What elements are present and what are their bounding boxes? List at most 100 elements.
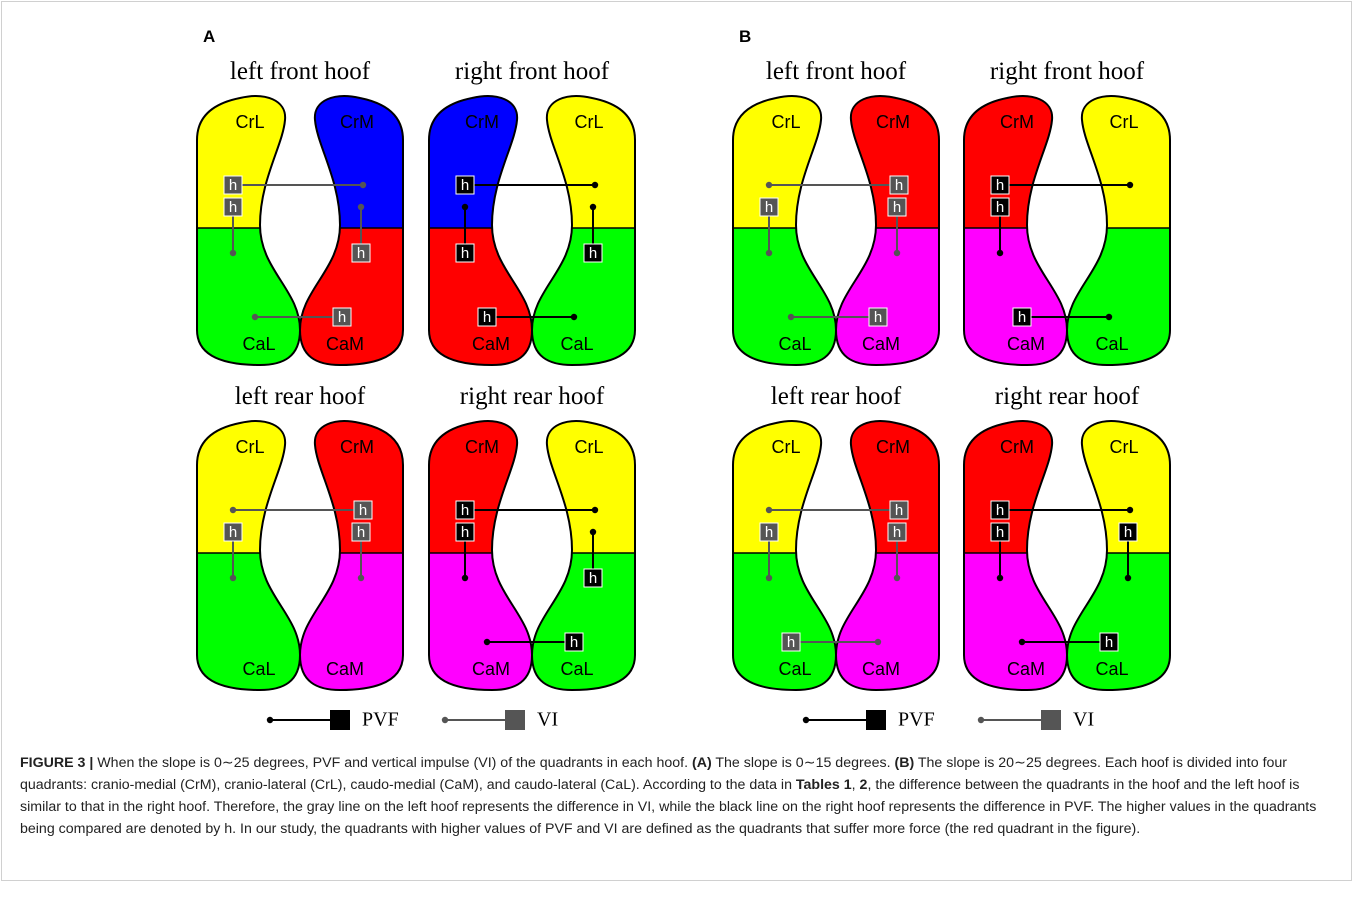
higher-marker-text: h: [589, 245, 597, 262]
claw: [190, 421, 310, 690]
higher-marker-text: h: [874, 309, 882, 326]
higher-marker-text: h: [1018, 309, 1026, 326]
higher-marker-text: h: [1124, 524, 1132, 541]
caption-run: FIGURE 3 |: [20, 755, 93, 771]
claw: [422, 421, 542, 690]
comparison-dot: [766, 575, 772, 581]
comparison-dot: [571, 314, 577, 320]
panel-label: B: [739, 27, 751, 46]
legend-dot: [978, 717, 984, 723]
higher-marker-text: h: [229, 199, 237, 216]
higher-marker-text: h: [229, 524, 237, 541]
higher-marker-text: h: [996, 199, 1004, 216]
comparison-dot: [1019, 639, 1025, 645]
quadrant-label: CrM: [1000, 437, 1034, 457]
hoof-title: right front hoof: [455, 58, 610, 85]
hoof-title: left front hoof: [766, 58, 907, 85]
comparison-dot: [766, 250, 772, 256]
quadrant-label: CaL: [1095, 659, 1128, 679]
quadrant-label: CaM: [862, 659, 900, 679]
comparison-dot: [766, 507, 772, 513]
higher-marker-text: h: [461, 524, 469, 541]
quadrant-label: CaM: [1007, 659, 1045, 679]
quadrant-label: CaL: [242, 659, 275, 679]
comparison-dot: [766, 182, 772, 188]
comparison-dot: [230, 250, 236, 256]
higher-marker-text: h: [570, 634, 578, 651]
quadrant-label: CrM: [340, 437, 374, 457]
legend-label: PVF: [898, 709, 935, 731]
caption-run: (A): [692, 755, 712, 771]
caption-run: Tables 1: [796, 777, 852, 793]
higher-marker-text: h: [996, 524, 1004, 541]
comparison-dot: [894, 575, 900, 581]
quadrant-label: CrL: [1109, 112, 1138, 132]
hoof-title: left rear hoof: [771, 383, 902, 410]
comparison-dot: [875, 639, 881, 645]
higher-marker-text: h: [338, 309, 346, 326]
hoof-title: right rear hoof: [460, 383, 605, 410]
comparison-dot: [252, 314, 258, 320]
hoof: right front hoofCrMCaMCrLCaLhhh: [957, 58, 1177, 365]
legend-swatch: [866, 710, 886, 730]
claw: [826, 421, 946, 690]
higher-marker-text: h: [893, 524, 901, 541]
comparison-dot: [592, 182, 598, 188]
hoof: right rear hoofCrMCaMCrLCaLhhhh: [957, 383, 1177, 690]
legend-dot: [803, 717, 809, 723]
higher-marker-text: h: [765, 524, 773, 541]
quadrant-label: CaL: [560, 659, 593, 679]
higher-marker-text: h: [461, 245, 469, 262]
claw: [290, 421, 410, 690]
quadrant-label: CaM: [472, 334, 510, 354]
quadrant-label: CrL: [771, 112, 800, 132]
claw: [726, 96, 846, 365]
higher-marker-text: h: [589, 570, 597, 587]
quadrant-label: CaM: [862, 334, 900, 354]
claw: [190, 96, 310, 365]
comparison-dot: [997, 250, 1003, 256]
caption-run: ,: [852, 777, 860, 793]
comparison-dot: [230, 575, 236, 581]
hoof-title: right front hoof: [990, 58, 1145, 85]
claw: [1057, 96, 1177, 365]
comparison-dot: [358, 204, 364, 210]
caption: FIGURE 3 | When the slope is 0∼25 degree…: [20, 752, 1335, 840]
higher-marker-text: h: [461, 502, 469, 519]
legend-swatch: [330, 710, 350, 730]
page: Aleft front hoofCrLCaLCrMCaMhhhhright fr…: [0, 0, 1355, 903]
quadrant-label: CrL: [1109, 437, 1138, 457]
quadrant-label: CaL: [778, 334, 811, 354]
quadrant-label: CaL: [1095, 334, 1128, 354]
quadrant-label: CrM: [876, 112, 910, 132]
claw: [957, 421, 1077, 690]
hoof-title: right rear hoof: [995, 383, 1140, 410]
comparison-dot: [592, 507, 598, 513]
hoof: left front hoofCrLCaLCrMCaMhhhh: [190, 58, 410, 365]
higher-marker-text: h: [996, 502, 1004, 519]
higher-marker-text: h: [895, 177, 903, 194]
legend-swatch: [1041, 710, 1061, 730]
quadrant-label: CaL: [242, 334, 275, 354]
comparison-dot: [462, 204, 468, 210]
quadrant-label: CrM: [465, 112, 499, 132]
comparison-dot: [360, 182, 366, 188]
quadrant-label: CaL: [778, 659, 811, 679]
quadrant-label: CaM: [472, 659, 510, 679]
comparison-dot: [590, 204, 596, 210]
quadrant-label: CrL: [574, 437, 603, 457]
quadrant-label: CrL: [235, 437, 264, 457]
claw: [522, 96, 642, 365]
legend-label: PVF: [362, 709, 399, 731]
higher-marker-text: h: [229, 177, 237, 194]
comparison-dot: [1127, 507, 1133, 513]
comparison-dot: [462, 575, 468, 581]
legend-dot: [442, 717, 448, 723]
higher-marker-text: h: [765, 199, 773, 216]
quadrant-label: CrM: [1000, 112, 1034, 132]
comparison-dot: [358, 575, 364, 581]
quadrant-label: CaL: [560, 334, 593, 354]
caption-run: (B): [894, 755, 914, 771]
